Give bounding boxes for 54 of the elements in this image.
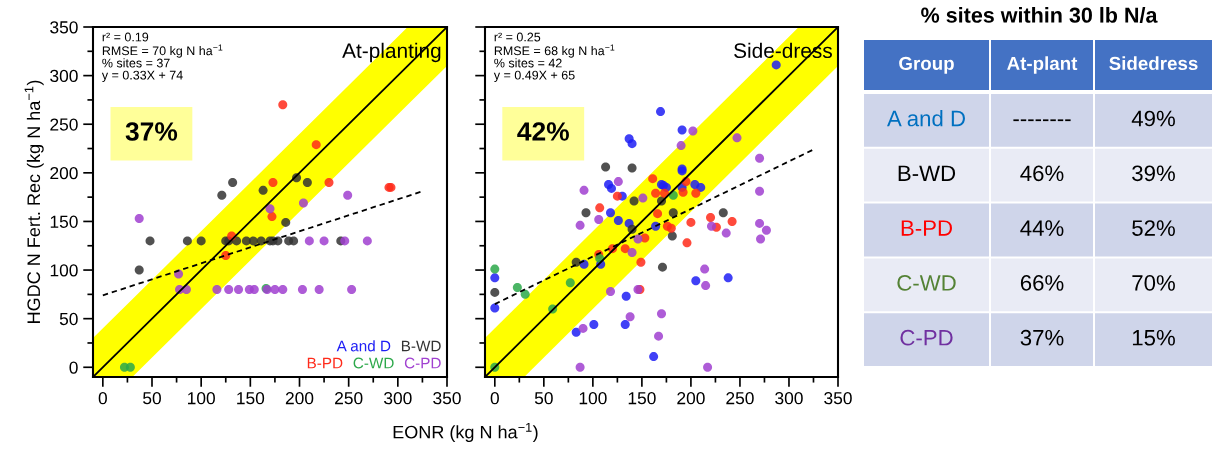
y-tick-label: 100 <box>50 264 78 277</box>
x-tick-label: 100 <box>579 392 607 405</box>
category-label: B-PD <box>901 220 952 236</box>
category-label: A and D <box>887 110 965 127</box>
text: 46% <box>1020 165 1064 182</box>
annotation: 37% <box>125 122 178 141</box>
category-label: B-WD <box>898 165 956 181</box>
text: 70% <box>1132 275 1175 291</box>
y-tick-label: 300 <box>50 69 78 83</box>
y-axis-title: HGDC N Fert. Rec (kg N ha$^{−1}$) <box>24 80 44 323</box>
x-tick-label: 50 <box>143 392 161 405</box>
text: r² = 0.19 RMSE = 70 kg N ha$^{−1}$ % sites = 37 y = 0.33X + 74 <box>101 32 223 83</box>
text: C-WD <box>353 357 394 369</box>
x-tick-label: 200 <box>285 392 314 405</box>
category-label: Sidedress <box>1109 56 1198 71</box>
x-tick-label: 300 <box>384 392 412 405</box>
x-tick-label: 350 <box>433 392 461 405</box>
text: 49% <box>1131 110 1175 127</box>
category-label: C-PD <box>900 329 953 346</box>
text: Group <box>899 56 954 74</box>
category-label: C-WD <box>897 275 956 291</box>
text: 52% <box>1132 220 1175 236</box>
text: % sites within 30 lb N/a <box>921 6 1158 23</box>
x-tick-label: 100 <box>188 392 215 405</box>
y-tick-label: 350 <box>50 21 78 34</box>
text: B-WD <box>401 340 441 352</box>
x-tick-label: 0 <box>490 392 499 405</box>
legend-label: A and D <box>336 340 391 352</box>
x-tick-label: 200 <box>677 392 705 405</box>
y-tick-label: 250 <box>50 118 78 131</box>
category-label: At-plant <box>1007 56 1078 74</box>
x-tick-label: 250 <box>726 392 754 405</box>
x-tick-label: 300 <box>775 392 803 405</box>
text: 66% <box>1020 275 1064 291</box>
y-tick-label: 0 <box>69 361 78 374</box>
text: 44% <box>1020 220 1064 236</box>
text: 15% <box>1132 329 1175 346</box>
text: 37% <box>1020 329 1064 346</box>
x-tick-label: 150 <box>237 392 265 405</box>
text: 39% <box>1132 165 1175 182</box>
x-tick-label: 250 <box>335 392 363 405</box>
y-tick-label: 200 <box>50 167 78 180</box>
y-tick-label: 150 <box>50 215 78 228</box>
text: C-PD <box>404 357 441 369</box>
text: B-PD <box>307 357 343 369</box>
annotation: 42% <box>517 122 569 141</box>
x-tick-label: 0 <box>98 392 107 405</box>
x-tick-label: 350 <box>824 392 852 405</box>
x-tick-label: 50 <box>534 392 553 405</box>
text: -------- <box>1013 119 1071 122</box>
x-axis-title: EONR (kg N ha$^{−1}$) <box>393 422 538 443</box>
x-tick-label: 150 <box>628 392 656 405</box>
text: r² = 0.25 RMSE = 68 kg N ha$^{−1}$ % sites = 42 y = 0.49X + 65 <box>493 32 615 83</box>
y-tick-label: 50 <box>59 312 78 326</box>
